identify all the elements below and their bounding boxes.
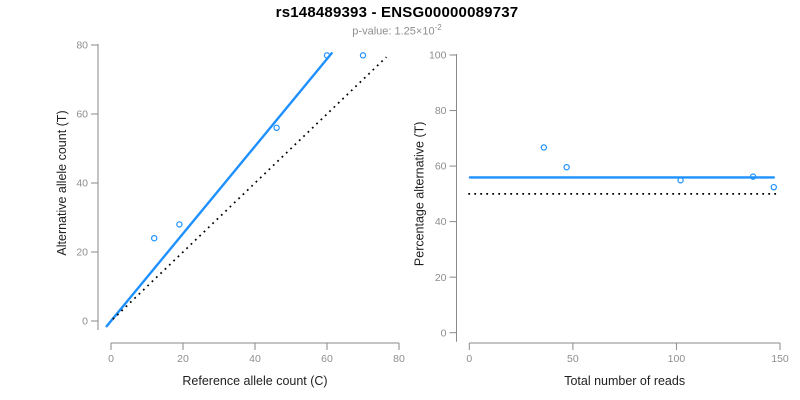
y-axis-title: Alternative allele count (T) <box>55 110 69 255</box>
y-tick-label: 0 <box>441 327 447 339</box>
data-point <box>770 183 777 191</box>
x-axis-title: Total number of reads <box>564 374 685 388</box>
data-point <box>677 177 684 184</box>
y-tick-label: 20 <box>435 272 447 284</box>
data-point <box>749 173 757 180</box>
data-point <box>540 144 548 151</box>
y-tick-label: 40 <box>76 178 88 190</box>
data-point <box>563 163 570 171</box>
identity-line <box>112 56 387 320</box>
x-tick-label: 50 <box>567 353 579 365</box>
y-tick-label: 80 <box>76 40 88 52</box>
y-tick-label: 20 <box>76 247 88 259</box>
chart-subtitle: p-value: 1.25×10-2 <box>0 23 794 38</box>
y-tick-label: 0 <box>82 316 88 328</box>
x-tick-label: 150 <box>771 353 789 365</box>
pvalue-label: p-value: 1.25×10 <box>352 25 435 38</box>
y-tick-label: 100 <box>429 50 447 62</box>
y-tick-label: 80 <box>435 105 447 117</box>
data-point <box>176 221 183 228</box>
pvalue-exponent: -2 <box>434 23 442 32</box>
y-tick-label: 60 <box>435 161 447 173</box>
data-point <box>359 52 367 59</box>
data-point <box>150 234 158 242</box>
x-tick-label: 0 <box>108 353 114 365</box>
x-tick-label: 80 <box>393 353 405 365</box>
data-point <box>273 124 280 132</box>
x-tick-label: 0 <box>466 353 472 365</box>
x-tick-label: 40 <box>249 353 261 365</box>
chart-title: rs148489393 - ENSG00000089737 <box>275 4 519 21</box>
x-tick-label: 100 <box>668 353 686 365</box>
x-tick-label: 60 <box>321 353 333 365</box>
y-tick-label: 40 <box>435 216 447 228</box>
y-axis-title: Percentage alternative (T) <box>413 122 427 267</box>
x-tick-label: 20 <box>177 353 189 365</box>
y-tick-label: 60 <box>76 109 88 121</box>
fit-line <box>105 52 333 328</box>
data-point <box>323 52 331 59</box>
x-axis-title: Reference allele count (C) <box>182 374 327 388</box>
